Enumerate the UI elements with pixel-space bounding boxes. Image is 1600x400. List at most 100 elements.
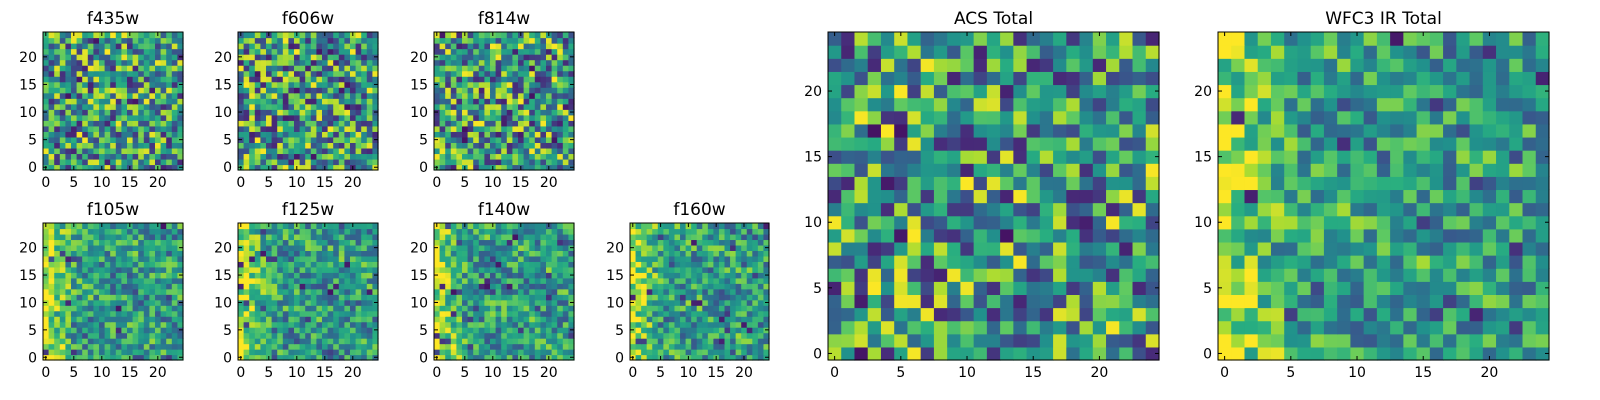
heatmap-cell [456, 136, 463, 143]
heatmap-cell [104, 147, 111, 155]
heatmap-cell [450, 136, 457, 143]
heatmap-cell [439, 164, 446, 171]
heatmap-cell [249, 354, 256, 361]
heatmap-cell [121, 321, 128, 328]
heatmap-cell [132, 332, 139, 339]
heatmap-cell [484, 70, 491, 77]
heatmap-cell [54, 65, 61, 72]
heatmap-cell [99, 349, 106, 356]
heatmap-cell [450, 310, 457, 317]
heatmap-cell [355, 299, 362, 306]
heatmap-cell [82, 343, 89, 350]
heatmap-cell [1119, 281, 1134, 295]
heatmap-cell [299, 32, 306, 39]
heatmap-cell [138, 70, 145, 77]
heatmap-cell [65, 233, 72, 241]
heatmap-cell [166, 277, 173, 284]
heatmap-cell [702, 223, 709, 230]
heatmap-cell [115, 332, 122, 339]
heatmap-cell [110, 349, 117, 356]
heatmap-cell [702, 283, 709, 290]
heatmap-cell [110, 48, 117, 55]
heatmap-cell [540, 70, 547, 77]
heatmap-cell [562, 261, 569, 268]
heatmap-cell [294, 255, 301, 262]
heatmap-cell [894, 202, 909, 217]
heatmap-cell [87, 65, 94, 72]
heatmap-cell [652, 255, 659, 262]
heatmap-cell [171, 277, 178, 284]
heatmap-cell [841, 268, 856, 282]
heatmap-cell [366, 120, 373, 127]
heatmap-cell [512, 283, 519, 290]
heatmap-cell [82, 37, 89, 44]
heatmap-cell [501, 305, 508, 312]
heatmap-cell [1039, 215, 1054, 230]
heatmap-cell [467, 332, 474, 339]
heatmap-cell [495, 43, 502, 50]
heatmap-cell [87, 277, 94, 284]
heatmap-cell [333, 70, 340, 77]
y-tick-label: 5 [28, 133, 37, 149]
heatmap-cell [149, 32, 156, 39]
heatmap-cell [546, 316, 553, 323]
heatmap-cell [310, 272, 317, 279]
heatmap-cell [160, 120, 167, 127]
heatmap-cell [702, 266, 709, 273]
heatmap-cell [99, 338, 106, 345]
heatmap-cell [724, 228, 731, 235]
heatmap-cell [299, 54, 306, 61]
heatmap-cell [551, 305, 558, 312]
heatmap-cell [366, 266, 373, 273]
heatmap-cell [691, 255, 698, 262]
heatmap-cell [724, 316, 731, 323]
heatmap-cell [132, 299, 139, 306]
heatmap-cell [529, 98, 536, 105]
heatmap-cell [48, 136, 55, 143]
heatmap-cell [841, 189, 856, 204]
heatmap-cell [674, 255, 681, 262]
heatmap-cell [327, 316, 334, 323]
heatmap-cell [707, 255, 714, 262]
heatmap-cell [121, 70, 128, 77]
heatmap-cell [439, 277, 446, 284]
heatmap-cell [177, 223, 184, 230]
heatmap-cell [724, 327, 731, 334]
heatmap-cell [920, 320, 935, 335]
heatmap-cell [757, 338, 765, 345]
heatmap-cell [534, 338, 541, 345]
heatmap-cell [316, 250, 323, 257]
heatmap-cell [1053, 320, 1067, 335]
heatmap-cell [132, 305, 139, 312]
heatmap-cell [327, 233, 334, 241]
heatmap-cell [562, 65, 569, 72]
heatmap-cell [439, 299, 446, 306]
heatmap-cell [71, 59, 78, 66]
heatmap-cell [59, 76, 66, 83]
x-tick-label: 0 [432, 365, 441, 381]
heatmap-cell [724, 283, 731, 290]
heatmap-cell [155, 43, 162, 50]
heatmap-cell [973, 189, 988, 204]
heatmap-cell [495, 109, 502, 116]
heatmap-cell [506, 316, 513, 323]
heatmap-cell [1053, 163, 1067, 177]
heatmap-cell [93, 349, 100, 356]
heatmap-cell [249, 261, 256, 268]
heatmap-cell [439, 228, 446, 235]
heatmap-cell [1106, 268, 1120, 282]
heatmap-cell [462, 294, 469, 301]
heatmap-cell [76, 131, 83, 138]
heatmap-cell [160, 239, 167, 246]
heatmap-cell [249, 266, 256, 273]
heatmap-cell [473, 283, 480, 290]
heatmap-cell [1145, 255, 1160, 269]
heatmap-cell [920, 346, 935, 361]
heatmap-cell [322, 65, 329, 72]
heatmap-cell [350, 288, 357, 295]
heatmap-cell [484, 294, 491, 301]
heatmap-cell [450, 277, 457, 284]
heatmap-cell [322, 349, 329, 356]
heatmap-cell [685, 321, 692, 328]
heatmap-cell [501, 92, 508, 99]
